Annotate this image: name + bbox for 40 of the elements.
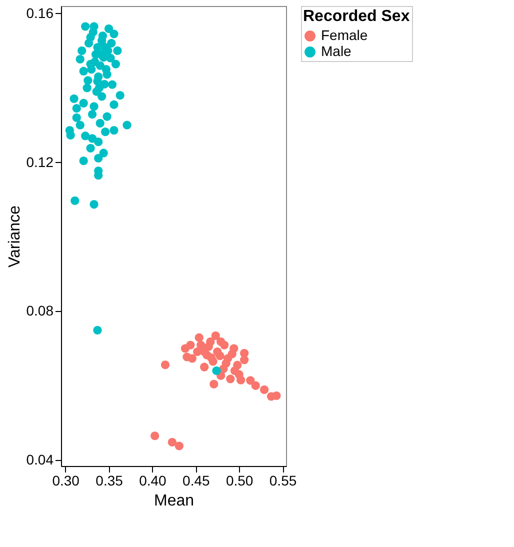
point	[200, 362, 209, 372]
point	[160, 360, 170, 370]
point	[216, 352, 224, 360]
point	[206, 353, 216, 362]
point	[240, 356, 249, 364]
point	[194, 333, 204, 342]
x-tick-label: 0.45	[182, 472, 210, 488]
y-tick-label: 0.12	[26, 154, 54, 170]
point	[251, 381, 260, 390]
x-tick-label: 0.40	[139, 472, 167, 488]
point	[228, 350, 236, 358]
legend-label: Male	[321, 43, 352, 59]
point	[168, 438, 177, 447]
point	[188, 354, 197, 363]
point	[246, 376, 255, 385]
x-axis-title: Mean	[154, 492, 194, 510]
point	[219, 364, 228, 374]
y-tick-label: 0.04	[26, 452, 54, 468]
point	[210, 380, 218, 388]
point	[204, 342, 214, 351]
point	[193, 347, 202, 356]
point	[216, 337, 226, 346]
legend-label: Female	[321, 27, 368, 43]
point	[272, 391, 281, 400]
y-tick-label: 0.16	[26, 4, 54, 21]
y-axis-title: Variance	[6, 205, 24, 268]
point	[196, 340, 206, 350]
y-tick-label: 0.08	[26, 302, 54, 319]
x-tick-label: 0.35	[96, 472, 124, 488]
point	[260, 385, 269, 394]
x-tick-label: 0.50	[226, 472, 254, 488]
point	[150, 432, 160, 440]
point	[186, 340, 195, 350]
legend-title: Recorded Sex	[303, 8, 410, 25]
x-tick-label: 0.30	[52, 472, 80, 488]
point	[211, 331, 220, 340]
point	[174, 442, 184, 450]
point	[226, 374, 235, 384]
point	[234, 370, 244, 379]
x-tick-label: 0.55	[269, 472, 297, 488]
